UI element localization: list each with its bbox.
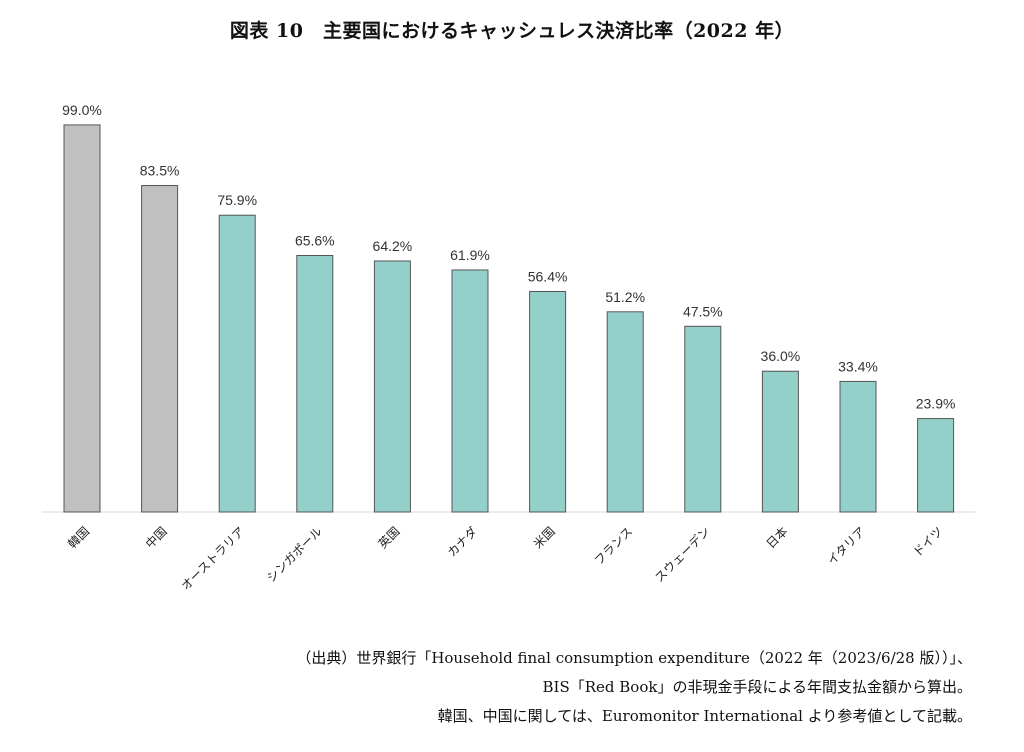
data-label: 75.9% [217, 192, 257, 208]
bar [529, 290, 567, 513]
bar [296, 255, 334, 513]
bar [451, 269, 489, 513]
source-note-3: 韓国、中国に関しては、Euromonitor International より参… [437, 707, 972, 725]
data-label: 83.5% [140, 163, 180, 179]
data-label: 47.5% [683, 303, 723, 319]
data-label: 61.9% [450, 247, 490, 263]
category-tick-label: カナダ [444, 524, 480, 560]
bar [839, 380, 877, 513]
bar [606, 311, 644, 513]
category-tick-label: 韓国 [65, 524, 92, 551]
data-label: 64.2% [373, 238, 413, 254]
data-label: 65.6% [295, 233, 335, 249]
data-label: 23.9% [916, 396, 956, 412]
source-notes: （出典）世界銀行「Household final consumption exp… [296, 644, 972, 731]
bar [684, 325, 722, 513]
category-tick-label: ドイツ [910, 524, 945, 559]
category-tick-label: イタリア [825, 524, 869, 568]
bar [917, 418, 955, 513]
bar-chart: 99.0% 韓国 83.5% 中国 75.9% オーストラリア 65.6% シンガポール 64.… [42, 102, 975, 593]
source-note-2: BIS「Red Book」の非現金手段による年間支払金額から算出。 [542, 678, 973, 696]
bar [761, 370, 799, 513]
category-tick-label: フランス [592, 524, 636, 568]
source-note-1: （出典）世界銀行「Household final consumption exp… [296, 649, 972, 667]
category-tick-label: 米国 [531, 524, 558, 551]
data-label: 56.4% [528, 268, 568, 284]
category-tick-label: 英国 [376, 524, 403, 551]
data-label: 36.0% [761, 348, 801, 364]
bar [141, 185, 179, 513]
category-tick-label: 日本 [764, 524, 791, 551]
data-label: 33.4% [838, 358, 878, 374]
bar [373, 260, 411, 513]
chart-title: 図表 10 主要国におけるキャッシュレス決済比率（2022 年） [229, 20, 795, 42]
data-label: 99.0% [62, 102, 102, 118]
data-label: 51.2% [605, 289, 645, 305]
bar [218, 214, 256, 513]
category-tick-label: スウェーデン [651, 524, 713, 586]
category-tick-label: オーストラリア [178, 524, 247, 593]
category-tick-label: 中国 [142, 524, 170, 552]
category-tick-label: シンガポール [264, 524, 325, 585]
bar [63, 124, 101, 513]
